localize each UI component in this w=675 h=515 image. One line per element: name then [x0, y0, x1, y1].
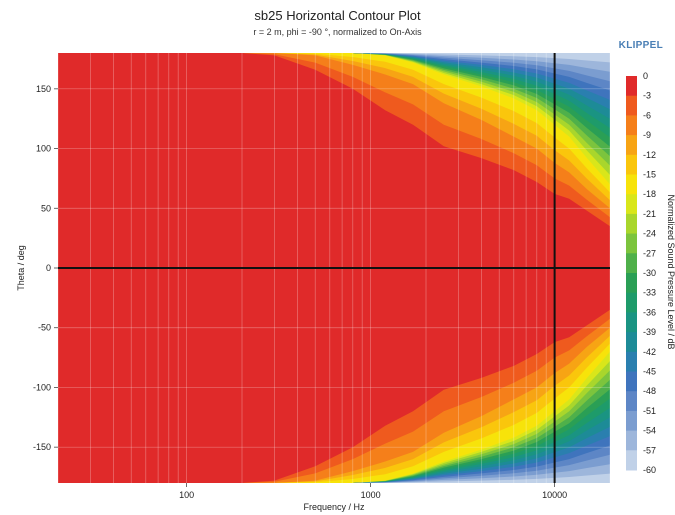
y-tick-label: -50 — [38, 323, 51, 333]
colorbar-swatch — [626, 174, 637, 195]
chart-title: sb25 Horizontal Contour Plot — [254, 8, 421, 23]
colorbar-tick-label: -6 — [643, 110, 651, 120]
y-tick-label: 0 — [46, 263, 51, 273]
colorbar-tick-label: -42 — [643, 347, 656, 357]
colorbar-tick-label: 0 — [643, 71, 648, 81]
colorbar-swatch — [626, 233, 637, 254]
colorbar-tick-label: -54 — [643, 426, 656, 436]
colorbar-swatch — [626, 351, 637, 372]
colorbar-tick-label: -18 — [643, 189, 656, 199]
colorbar-swatch — [626, 450, 637, 471]
colorbar-tick-label: -48 — [643, 386, 656, 396]
colorbar-swatch — [626, 154, 637, 175]
y-axis-label: Theta / deg — [16, 245, 26, 291]
contour-band-upper — [242, 53, 610, 63]
contour-bands — [242, 53, 610, 483]
colorbar: 0 -3 -6 -9 -12 -15 -18 -21 -24 -27 -30 -33 -36 -39 -42… — [626, 71, 656, 475]
colorbar-tick-label: -39 — [643, 327, 656, 337]
colorbar-tick-label: -9 — [643, 130, 651, 140]
colorbar-swatch — [626, 213, 637, 235]
contour-band-upper — [242, 53, 610, 82]
colorbar-swatch — [626, 410, 637, 432]
colorbar-tick-label: -51 — [643, 406, 656, 416]
colorbar-tick-label: -15 — [643, 170, 656, 180]
x-tick-label: 1000 — [361, 490, 381, 500]
colorbar-swatch — [626, 194, 637, 215]
y-tick-label: -150 — [33, 442, 51, 452]
colorbar-tick-label: -27 — [643, 248, 656, 258]
colorbar-tick-label: -45 — [643, 367, 656, 377]
contour-band-upper — [242, 53, 610, 72]
y-tick-label: -100 — [33, 382, 51, 392]
contour-band-lower — [242, 454, 610, 483]
colorbar-tick-label: -3 — [643, 91, 651, 101]
colorbar-swatch — [626, 135, 637, 156]
y-tick-label: 100 — [36, 144, 51, 154]
x-tick-label: 10000 — [542, 490, 567, 500]
colorbar-swatch — [626, 95, 637, 116]
colorbar-label: Normalized Sound Pressure Level / dB — [666, 194, 675, 349]
colorbar-tick-label: -33 — [643, 288, 656, 298]
colorbar-tick-label: -24 — [643, 229, 656, 239]
colorbar-swatch — [626, 430, 637, 451]
colorbar-tick-label: -30 — [643, 268, 656, 278]
x-axis-label: Frequency / Hz — [303, 502, 365, 512]
colorbar-swatch — [626, 253, 637, 274]
reference-lines — [58, 53, 610, 483]
colorbar-tick-label: -57 — [643, 445, 656, 455]
brand-logo: KLIPPEL — [618, 40, 663, 51]
chart-subtitle: r = 2 m, phi = -90 °, normalized to On-A… — [253, 27, 422, 37]
colorbar-swatch — [626, 292, 637, 313]
colorbar-tick-label: -36 — [643, 307, 656, 317]
x-axis-ticks: 100 1000 10000 — [179, 483, 567, 500]
y-tick-label: 50 — [41, 203, 51, 213]
colorbar-tick-label: -12 — [643, 150, 656, 160]
colorbar-swatch — [626, 76, 637, 97]
colorbar-swatch — [626, 312, 637, 333]
colorbar-tick-label: -21 — [643, 209, 656, 219]
y-tick-label: 150 — [36, 84, 51, 94]
contour-band-lower — [242, 473, 610, 483]
contour-band-lower — [242, 464, 610, 483]
colorbar-swatch — [626, 115, 637, 136]
colorbar-swatch — [626, 391, 637, 412]
colorbar-tick-label: -60 — [643, 465, 656, 475]
y-axis-ticks: 150 100 50 0 -50 -100 -150 — [33, 84, 58, 452]
colorbar-swatch — [626, 371, 637, 392]
colorbar-swatch — [626, 332, 637, 353]
colorbar-swatch — [626, 273, 637, 294]
x-tick-label: 100 — [179, 490, 194, 500]
